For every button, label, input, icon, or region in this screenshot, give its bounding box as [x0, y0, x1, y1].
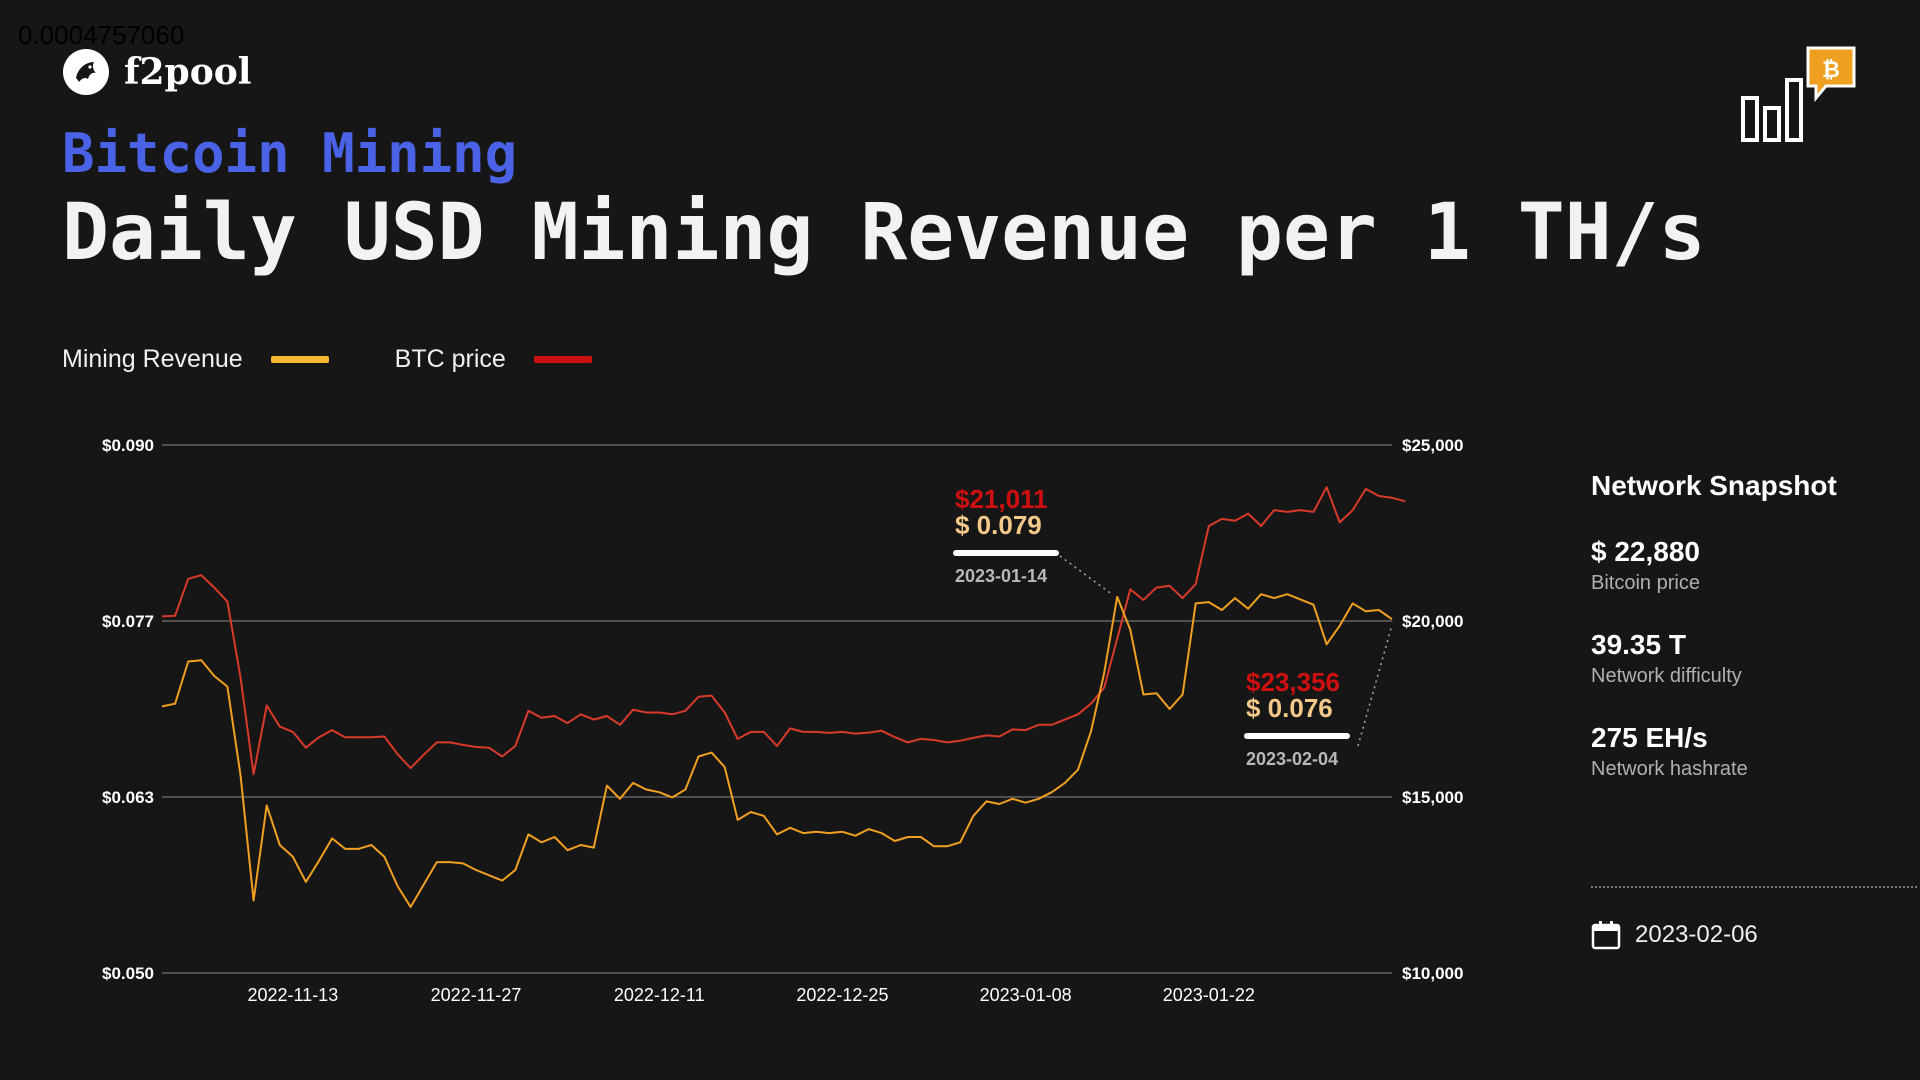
bitcoin-chart-icon: ₿ — [1741, 46, 1856, 142]
chart-subtitle: Bitcoin Mining — [62, 122, 518, 185]
series-line-mining-revenue — [161, 593, 1393, 908]
stat-label: Network difficulty — [1591, 665, 1742, 687]
snapshot-date-text: 2023-02-06 — [1635, 921, 1758, 948]
legend-label-price: BTC price — [394, 345, 506, 373]
stat-value: 39.35 T — [1591, 629, 1686, 660]
stat-bitcoin-price: $ 22,880 Bitcoin price — [1591, 536, 1891, 595]
snapshot-date: 2023-02-06 — [1591, 920, 1758, 950]
annotation-price: $23,356 — [1246, 667, 1340, 697]
stat-label: Bitcoin price — [1591, 572, 1700, 594]
stat-value: $ 22,880 — [1591, 536, 1700, 567]
x-tick-label: 2022-12-25 — [796, 985, 888, 1005]
x-tick-label: 2023-01-22 — [1163, 985, 1255, 1005]
x-tick-label: 2022-11-13 — [247, 985, 338, 1005]
annotation-date: 2023-01-14 — [955, 566, 1047, 586]
annotation-revenue: $ 0.076 — [1246, 693, 1333, 723]
chart-title: Daily USD Mining Revenue per 1 TH/s — [62, 188, 1706, 278]
snapshot-title: Network Snapshot — [1591, 470, 1837, 501]
stat-network-difficulty: 39.35 T Network difficulty — [1591, 629, 1891, 688]
annotation-date: 2023-02-04 — [1246, 749, 1338, 769]
stat-label: Network hashrate — [1591, 758, 1748, 780]
y-left-tick-label: $0.077 — [102, 612, 154, 631]
svg-text:₿: ₿ — [1822, 58, 1840, 83]
y-right-tick-label: $10,000 — [1402, 964, 1463, 983]
calendar-icon — [1591, 921, 1621, 950]
legend-swatch-price — [533, 356, 592, 363]
f2pool-logo: f2pool — [62, 48, 251, 96]
stat-network-hashrate: 275 EH/s Network hashrate — [1591, 722, 1891, 781]
annotation-underline — [1244, 733, 1350, 739]
annotation-leader — [1059, 555, 1114, 596]
network-snapshot: Network Snapshot $ 22,880 Bitcoin price … — [1591, 470, 1891, 815]
corner-value: 0.0004757060 — [18, 20, 185, 50]
annotation-leader — [1357, 624, 1393, 747]
y-right-tick-label: $20,000 — [1402, 612, 1463, 631]
legend-label-revenue: Mining Revenue — [62, 345, 243, 373]
y-left-tick-label: $0.063 — [102, 788, 154, 807]
chart-legend: Mining Revenue BTC price — [62, 345, 658, 374]
x-tick-label: 2022-12-11 — [614, 985, 705, 1005]
series-line-btc-price — [161, 486, 1406, 776]
f2pool-fish-icon — [63, 49, 109, 95]
legend-swatch-revenue — [270, 356, 329, 363]
y-right-tick-label: $15,000 — [1402, 788, 1463, 807]
revenue-price-chart: $0.050 $10,000 $0.063 $15,000 $0.077 $20,000 $… — [102, 436, 1463, 1005]
snapshot-divider — [1591, 886, 1917, 888]
legend-item-revenue: Mining Revenue — [62, 345, 329, 374]
x-tick-label: 2022-11-27 — [431, 985, 522, 1005]
brand-name: f2pool — [124, 51, 252, 93]
annotation-underline — [953, 550, 1059, 556]
stat-value: 275 EH/s — [1591, 722, 1708, 753]
y-left-tick-label: $0.050 — [102, 964, 154, 983]
x-tick-label: 2023-01-08 — [980, 985, 1072, 1005]
annotation-revenue: $ 0.079 — [955, 510, 1042, 540]
annotation-price: $21,011 — [955, 484, 1048, 514]
y-left-tick-label: $0.090 — [102, 436, 154, 455]
legend-item-price: BTC price — [395, 345, 592, 374]
y-right-tick-label: $25,000 — [1402, 436, 1463, 455]
